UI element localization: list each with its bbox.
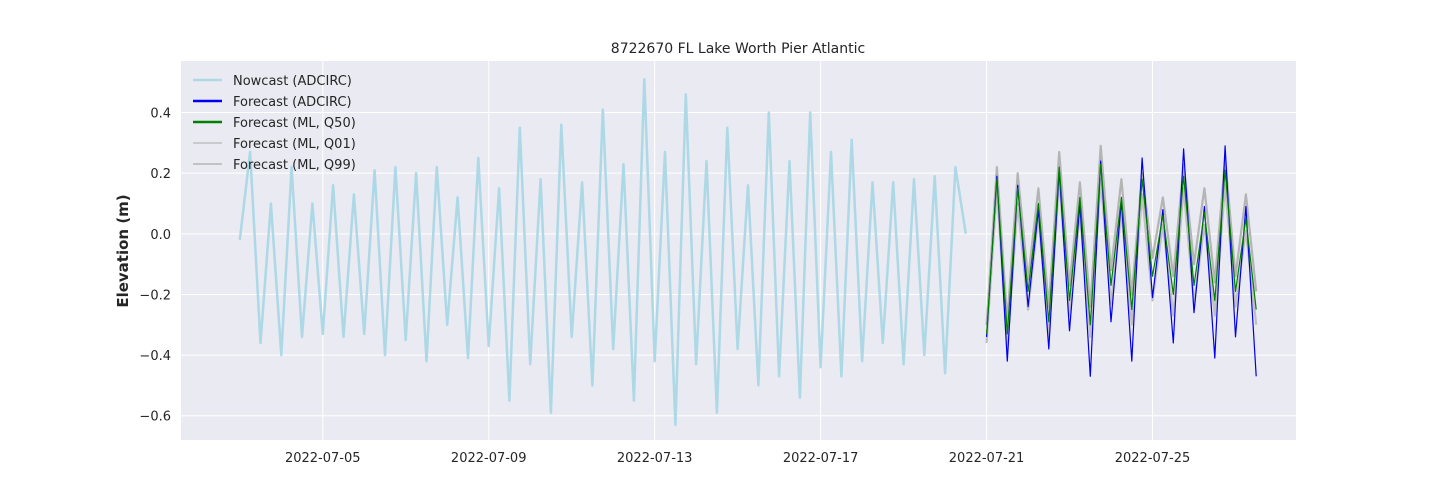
series-nowcast-adcirc — [238, 77, 968, 427]
y-tick-label: 0.4 — [150, 107, 171, 122]
x-tick-label: 2022-07-21 — [949, 451, 1025, 466]
y-tick-label: 0.0 — [150, 228, 171, 243]
y-tick-label: −0.4 — [139, 349, 171, 364]
legend-item: Forecast (ML, Q01) — [193, 137, 356, 152]
x-tick-label: 2022-07-17 — [783, 451, 859, 466]
legend-item: Forecast (ML, Q99) — [193, 158, 356, 173]
y-axis-label: Elevation (m) — [114, 194, 132, 307]
x-tick-label: 2022-07-09 — [451, 451, 527, 466]
series-forecast-ml-q99 — [985, 144, 1258, 325]
legend-label: Forecast (ML, Q50) — [233, 116, 356, 131]
y-tick-label: 0.2 — [150, 167, 171, 182]
legend-item: Nowcast (ADCIRC) — [193, 74, 352, 89]
legend-label: Forecast (ADCIRC) — [233, 95, 352, 110]
legend: Nowcast (ADCIRC) Forecast (ADCIRC) Forecas… — [193, 74, 356, 173]
x-tick-label: 2022-07-13 — [617, 451, 693, 466]
y-tick-label: −0.2 — [139, 288, 171, 303]
legend-label: Forecast (ML, Q99) — [233, 158, 356, 173]
legend-label: Forecast (ML, Q01) — [233, 137, 356, 152]
legend-label: Nowcast (ADCIRC) — [233, 74, 352, 89]
x-axis-ticks: 2022-07-05 2022-07-09 2022-07-13 2022-07-17… — [285, 451, 1190, 466]
series-lines — [238, 77, 1258, 427]
x-tick-label: 2022-07-05 — [285, 451, 361, 466]
legend-item: Forecast (ADCIRC) — [193, 95, 352, 110]
chart-title: 8722670 FL Lake Worth Pier Atlantic — [611, 41, 865, 57]
y-axis-ticks: −0.6 −0.4 −0.2 0.0 0.2 0.4 — [139, 107, 171, 425]
legend-item: Forecast (ML, Q50) — [193, 116, 356, 131]
series-forecast-ml-q50 — [986, 163, 1257, 335]
x-tick-label: 2022-07-25 — [1115, 451, 1191, 466]
y-tick-label: −0.6 — [139, 410, 171, 425]
